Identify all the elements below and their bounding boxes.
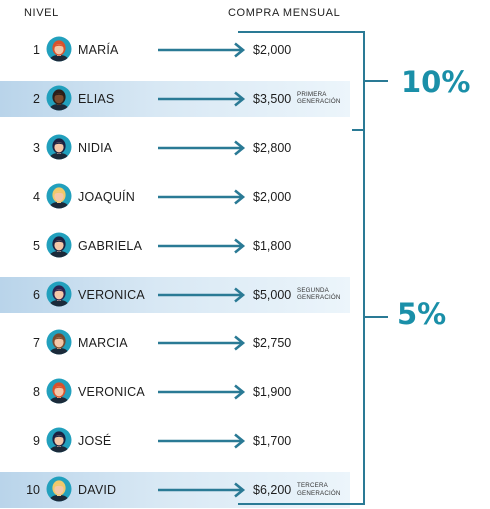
purchase-amount: $2,750 [253, 336, 292, 351]
generation-label: TERCERA GENERACIÓN [297, 482, 341, 497]
generation-label: SEGUNDA GENERACIÓN [297, 286, 341, 302]
avatar-icon [46, 36, 72, 62]
member-name: JOAQUÍN [78, 189, 135, 204]
arrow-right-icon [158, 335, 246, 351]
purchase-amount: $1,700 [253, 434, 292, 449]
avatar-icon [46, 329, 72, 355]
member-name: MARCIA [78, 336, 128, 351]
member-name: NIDIA [78, 140, 113, 155]
member-row: 9 JOSÉ $1,700 [0, 423, 490, 459]
member-name: GABRIELA [78, 238, 143, 253]
purchase-amount: $2,000 [253, 43, 292, 57]
avatar-icon [46, 281, 72, 306]
member-name: VERONICA [78, 287, 145, 302]
level-number: 3 [33, 140, 40, 155]
member-row: 6 VERONICA $5,000 SEGUNDA GENERACIÓN [0, 276, 490, 313]
purchase-amount: $2,800 [253, 140, 292, 155]
avatar-icon [46, 476, 72, 502]
avatar-icon [46, 85, 72, 111]
member-row: 4 JOAQUÍN $2,000 [0, 179, 490, 215]
level-number: 1 [33, 43, 40, 57]
avatar-icon [46, 134, 72, 160]
member-name: ELIAS [78, 91, 115, 106]
arrow-right-icon [158, 42, 246, 58]
avatar-icon [46, 427, 72, 453]
member-row: 2 ELIAS $3,500 PRIMERA GENERACIÓN [0, 80, 490, 117]
member-name: JOSÉ [78, 434, 112, 449]
avatar-icon [46, 232, 72, 258]
avatar-icon [46, 183, 72, 209]
arrow-right-icon [158, 140, 246, 156]
arrow-right-icon [158, 286, 246, 303]
arrow-right-icon [158, 91, 246, 107]
level-number: 10 [26, 483, 40, 498]
commission-5-percent-label: 5% [397, 297, 447, 331]
level-number: 4 [33, 189, 40, 204]
arrow-right-icon [158, 482, 246, 498]
member-row: 7 MARCIA $2,750 [0, 325, 490, 361]
member-row: 5 GABRIELA $1,800 [0, 228, 490, 264]
level-header: NIVEL [24, 7, 59, 19]
commission-10-percent-label: 10% [401, 65, 471, 99]
member-name: MARÍA [78, 43, 119, 57]
member-name: VERONICA [78, 385, 145, 400]
member-row: 8 VERONICA $1,900 [0, 374, 490, 410]
purchase-amount: $3,500 [253, 91, 292, 106]
member-row: 3 NIDIA $2,800 [0, 130, 490, 166]
purchase-amount: $1,800 [253, 238, 292, 253]
purchase-amount: $5,000 [253, 287, 292, 302]
level-number: 7 [33, 336, 40, 351]
arrow-right-icon [158, 238, 246, 254]
monthly-purchase-header: COMPRA MENSUAL [228, 7, 341, 19]
level-number: 9 [33, 434, 40, 449]
member-row: 1 MARÍA $2,000 [0, 32, 490, 68]
purchase-amount: $1,900 [253, 385, 292, 400]
member-name: DAVID [78, 483, 117, 498]
arrow-right-icon [158, 189, 246, 205]
purchase-amount: $2,000 [253, 189, 292, 204]
avatar-icon [46, 378, 72, 404]
level-number: 6 [33, 287, 40, 302]
level-number: 8 [33, 385, 40, 400]
level-number: 5 [33, 238, 40, 253]
arrow-right-icon [158, 384, 246, 400]
purchase-amount: $6,200 [253, 483, 292, 498]
bracket-5-percent [238, 129, 365, 505]
member-row: 10 DAVID $6,200 TERCERA GENERACIÓN [0, 472, 490, 509]
arrow-right-icon [158, 433, 246, 449]
bracket-10-percent [238, 31, 365, 131]
level-number: 2 [33, 91, 40, 106]
generation-label: PRIMERA GENERACIÓN [297, 90, 341, 106]
